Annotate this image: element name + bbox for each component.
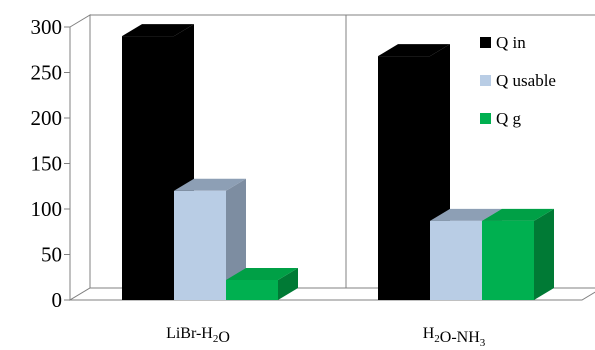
bar-front (482, 220, 534, 300)
subscript: 3 (480, 337, 486, 349)
bar-top (174, 178, 246, 191)
bar (482, 208, 554, 300)
bar (226, 267, 298, 300)
bar-top (122, 24, 194, 37)
x-category-label: LiBr-H2O (166, 325, 230, 346)
legend: Q in Q usable Q g (480, 33, 556, 128)
bar-side (534, 208, 554, 300)
y-tick-label: 0 (52, 288, 63, 312)
subscript: 2 (213, 333, 219, 345)
bar-front (174, 190, 226, 300)
bar (174, 178, 246, 300)
legend-swatch (480, 113, 491, 124)
bar-front (378, 56, 430, 301)
y-tick-label: 150 (31, 152, 63, 176)
y-tick-label: 200 (31, 106, 63, 130)
y-tick-label: 50 (41, 243, 62, 267)
chart-bars (122, 24, 554, 301)
bar-top (226, 267, 298, 280)
y-axis: 0 50 100 150 200 250 300 (31, 15, 70, 312)
legend-label: Q g (496, 109, 522, 128)
bar-top (378, 44, 450, 57)
y-tick-label: 250 (31, 61, 63, 85)
subscript: 2 (434, 333, 440, 345)
bar-front (122, 36, 174, 300)
y-tick-label: 300 (31, 15, 63, 39)
bar-side (226, 178, 246, 300)
bar-top (430, 208, 502, 221)
bar-top (482, 208, 554, 221)
bar-front (430, 220, 482, 300)
bar-front (226, 279, 278, 300)
x-axis-labels: LiBr-H2O H2O-NH3 (166, 325, 486, 349)
legend-swatch (480, 75, 491, 86)
side-wall (69, 14, 91, 301)
legend-label: Q usable (496, 71, 556, 90)
y-tick-label: 100 (31, 197, 63, 221)
x-category-label: H2O-NH3 (423, 325, 486, 349)
legend-label: Q in (496, 33, 526, 52)
legend-swatch (480, 37, 491, 48)
bar-side (278, 267, 298, 300)
